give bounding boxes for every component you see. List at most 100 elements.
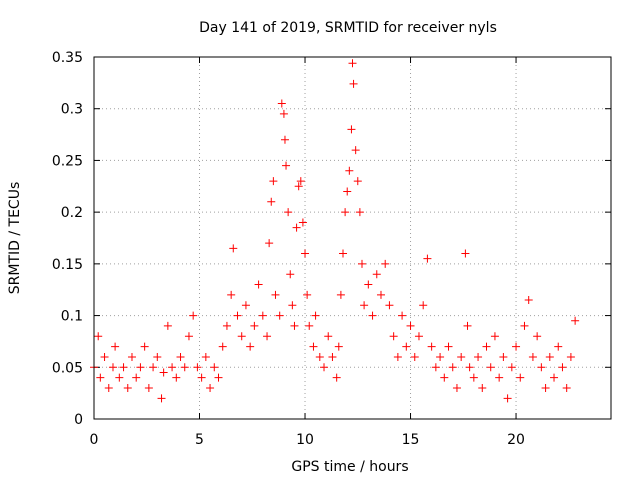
data-point [490,332,499,341]
data-point [499,352,508,361]
data-point [309,342,318,351]
data-point [372,270,381,279]
data-point [168,363,177,372]
data-point [263,332,272,341]
data-point [284,208,293,217]
data-point [127,352,136,361]
data-point [355,208,364,217]
grid-lines [94,57,611,419]
data-point [398,311,407,320]
data-point [444,342,453,351]
data-point [357,259,366,268]
data-point [94,332,103,341]
data-point [339,249,348,258]
data-point [227,290,236,299]
plot-frame [93,56,612,420]
data-point [149,363,158,372]
data-point [311,311,320,320]
data-point [288,301,297,310]
data-point [571,316,580,325]
y-tick-label: 0.25 [52,153,83,169]
data-point [159,368,168,377]
data-point [558,363,567,372]
data-point [279,109,288,118]
data-points [90,59,580,403]
data-point [258,311,267,320]
data-point [345,166,354,175]
data-point [246,342,255,351]
data-point [512,342,521,351]
data-point [184,332,193,341]
data-point [144,383,153,392]
data-point [265,239,274,248]
y-axis-label: SRMTID / TECUs [7,182,23,295]
data-point [349,79,358,88]
data-point [381,259,390,268]
data-point [189,311,198,320]
y-tick-label: 0.35 [52,50,83,66]
data-point [210,363,219,372]
data-point [414,332,423,341]
x-tick-label: 10 [296,432,314,448]
data-point [507,363,516,372]
data-point [516,373,525,382]
data-point [541,383,550,392]
y-tick-label: 0.05 [52,360,83,376]
data-point [193,363,202,372]
data-point [108,363,117,372]
data-point [254,280,263,289]
data-point [153,352,162,361]
data-point [389,332,398,341]
x-tick-label: 15 [402,432,420,448]
data-point [343,187,352,196]
data-point [305,321,314,330]
y-tick-label: 0.15 [52,257,83,273]
data-point [566,352,575,361]
data-point [427,342,436,351]
data-point [180,363,189,372]
data-point [562,383,571,392]
data-point [486,363,495,372]
y-tick-label: 0.3 [61,102,83,118]
data-point [334,342,343,351]
data-point [136,363,145,372]
data-point [280,135,289,144]
data-point [431,363,440,372]
data-point [218,342,227,351]
data-point [275,311,284,320]
data-point [290,321,299,330]
data-point [348,59,357,68]
data-point [368,311,377,320]
data-point [482,342,491,351]
data-point [324,332,333,341]
y-tick-label: 0 [74,412,83,428]
data-point [303,290,312,299]
chart-title: Day 141 of 2019, SRMTID for receiver nyl… [199,20,497,36]
data-point [111,342,120,351]
data-point [104,383,113,392]
data-point [351,146,360,155]
data-point [533,332,542,341]
x-tick-label: 20 [507,432,525,448]
data-point [440,373,449,382]
data-point [315,352,324,361]
data-point [410,352,419,361]
data-point [277,99,286,108]
data-point [157,394,166,403]
data-point [163,321,172,330]
data-point [176,352,185,361]
x-ticks: 0 5 10 15 20 [90,57,525,448]
data-point [360,301,369,310]
x-axis-label: GPS time / hours [291,459,408,475]
data-point [524,296,533,305]
data-point [419,301,428,310]
data-point [294,182,303,191]
data-point [140,342,149,351]
data-point [269,177,278,186]
data-point [452,383,461,392]
data-point [406,321,415,330]
data-point [495,373,504,382]
data-point [233,311,242,320]
data-point [271,290,280,299]
